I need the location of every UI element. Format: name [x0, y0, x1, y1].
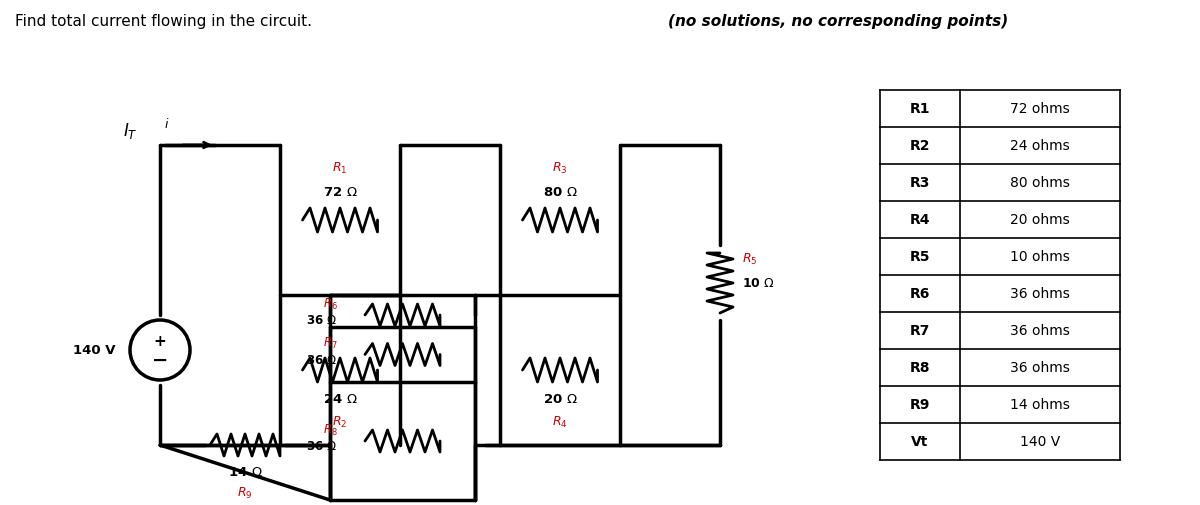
Text: 36 ohms: 36 ohms — [1010, 361, 1070, 375]
Text: 80 $\Omega$: 80 $\Omega$ — [542, 186, 577, 198]
Text: $R_7$: $R_7$ — [323, 335, 337, 350]
Text: 36 $\Omega$: 36 $\Omega$ — [306, 440, 337, 452]
Text: R3: R3 — [910, 176, 930, 190]
Text: 14 ohms: 14 ohms — [1010, 398, 1070, 412]
Text: 140 V: 140 V — [1020, 435, 1060, 448]
Text: 14 $\Omega$: 14 $\Omega$ — [228, 465, 263, 478]
Text: Vt: Vt — [911, 435, 929, 448]
Text: $R_3$: $R_3$ — [552, 161, 568, 176]
Text: R2: R2 — [910, 139, 930, 153]
Text: R4: R4 — [910, 213, 930, 227]
Text: 24 ohms: 24 ohms — [1010, 139, 1070, 153]
Text: R6: R6 — [910, 287, 930, 301]
Text: 10 $\Omega$: 10 $\Omega$ — [742, 277, 775, 290]
Text: 20 $\Omega$: 20 $\Omega$ — [542, 392, 577, 405]
Text: 36 ohms: 36 ohms — [1010, 324, 1070, 338]
Text: R7: R7 — [910, 324, 930, 338]
Text: Find total current flowing in the circuit.: Find total current flowing in the circui… — [14, 14, 312, 29]
Text: $R_1$: $R_1$ — [332, 161, 348, 176]
Text: 140 V: 140 V — [72, 344, 115, 357]
Text: R1: R1 — [910, 103, 930, 116]
Text: 72 ohms: 72 ohms — [1010, 103, 1070, 116]
Text: $R_5$: $R_5$ — [742, 251, 757, 266]
Text: R9: R9 — [910, 398, 930, 412]
Text: 20 ohms: 20 ohms — [1010, 213, 1070, 227]
Text: R5: R5 — [910, 250, 930, 264]
Text: $R_6$: $R_6$ — [323, 296, 337, 311]
Text: 80 ohms: 80 ohms — [1010, 176, 1070, 190]
Text: i: i — [166, 118, 168, 131]
Text: $R_4$: $R_4$ — [552, 414, 568, 429]
Text: $R_8$: $R_8$ — [323, 422, 337, 437]
Text: $I_T$: $I_T$ — [122, 121, 137, 141]
Text: R8: R8 — [910, 361, 930, 375]
Text: 36 ohms: 36 ohms — [1010, 287, 1070, 301]
Text: $R_9$: $R_9$ — [238, 485, 253, 500]
Text: +: + — [154, 334, 167, 349]
Text: 24 $\Omega$: 24 $\Omega$ — [323, 392, 358, 405]
Text: $R_2$: $R_2$ — [332, 414, 348, 429]
Text: 10 ohms: 10 ohms — [1010, 250, 1070, 264]
Text: 72 $\Omega$: 72 $\Omega$ — [323, 186, 358, 198]
Text: −: − — [152, 350, 168, 369]
Text: (no solutions, no corresponding points): (no solutions, no corresponding points) — [668, 14, 1008, 29]
Text: 36 $\Omega$: 36 $\Omega$ — [306, 354, 337, 366]
Text: 36 $\Omega$: 36 $\Omega$ — [306, 314, 337, 327]
